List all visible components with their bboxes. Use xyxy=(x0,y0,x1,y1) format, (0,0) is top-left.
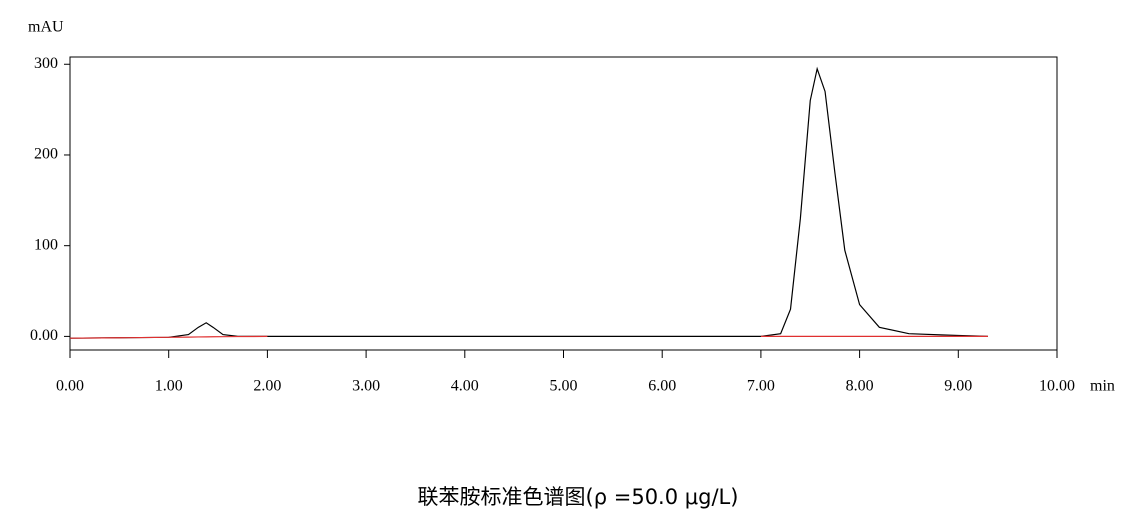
y-tick-label: 100 xyxy=(34,236,58,253)
series-line xyxy=(69,66,988,339)
y-tick-label: 0.00 xyxy=(30,327,58,344)
x-axis-label: min xyxy=(1090,378,1115,395)
y-tick-label: 300 xyxy=(34,55,58,72)
x-tick-label: 0.00 xyxy=(56,378,84,395)
x-tick-label: 8.00 xyxy=(846,378,874,395)
x-tick-label: 7.00 xyxy=(747,378,775,395)
plot-frame xyxy=(69,56,1058,351)
x-tick-label: 1.00 xyxy=(155,378,183,395)
x-tick-label: 6.00 xyxy=(648,378,676,395)
x-tick-label: 9.00 xyxy=(944,378,972,395)
x-tick-label: 10.00 xyxy=(1039,378,1075,395)
y-axis-label: mAU xyxy=(28,19,64,36)
series-line xyxy=(69,335,988,339)
x-tick-label: 3.00 xyxy=(352,378,380,395)
x-tick-label: 5.00 xyxy=(550,378,578,395)
x-tick-label: 2.00 xyxy=(253,378,281,395)
y-tick-label: 200 xyxy=(34,146,58,163)
x-tick-label: 4.00 xyxy=(451,378,479,395)
caption: 联苯胺标准色谱图(ρ =50.0 μg/L) xyxy=(418,485,739,509)
